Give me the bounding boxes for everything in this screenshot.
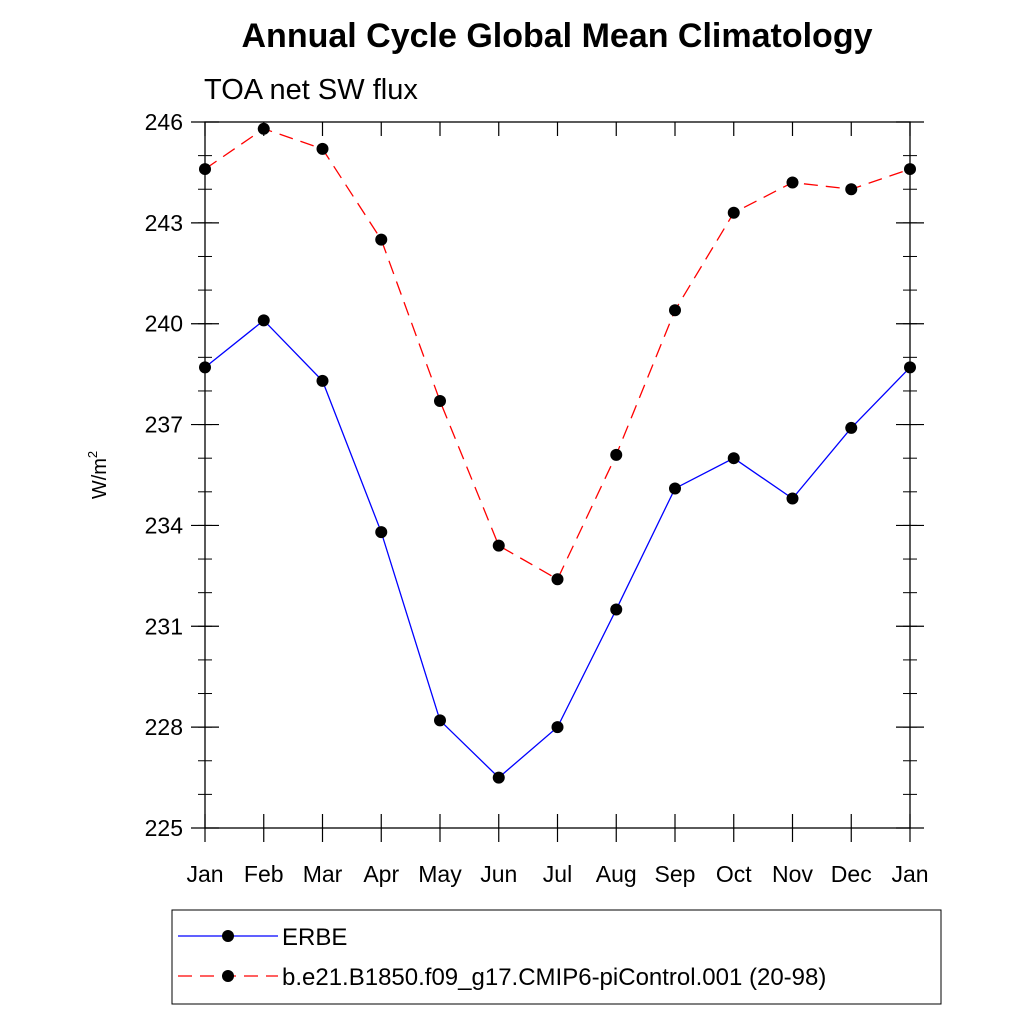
y-tick-label: 237: [145, 412, 183, 438]
series-0-point: [786, 492, 799, 505]
series-1-point: [257, 122, 270, 135]
x-tick-label: Mar: [303, 861, 343, 887]
x-tick-label: Oct: [716, 861, 752, 887]
series-0-point: [551, 721, 564, 734]
x-tick-label: Aug: [596, 861, 637, 887]
series-0-point: [257, 314, 270, 327]
series-0-point: [727, 452, 740, 465]
y-tick-label: 246: [145, 109, 183, 135]
legend: ERBE b.e21.B1850.f09_g17.CMIP6-piControl.…: [178, 924, 826, 991]
series-line-0: [204, 319, 911, 779]
legend-label-1: b.e21.B1850.f09_g17.CMIP6-piControl.001 …: [282, 964, 826, 991]
series-0-point: [669, 482, 681, 495]
series-0-point: [610, 603, 623, 616]
svg-text:W/m2: W/m2: [85, 451, 111, 499]
series-1-point: [492, 539, 505, 552]
series-0-point: [316, 374, 329, 387]
series-1-point: [727, 206, 740, 219]
chart-title: Annual Cycle Global Mean Climatology: [242, 17, 873, 55]
legend-box: [171, 909, 942, 1005]
series-layer: [199, 122, 916, 784]
series-1-point: [904, 163, 916, 176]
x-tick-label: Feb: [244, 861, 284, 887]
y-tick-label: 243: [145, 210, 183, 236]
y-axis-title-base: W/m: [89, 458, 111, 499]
x-tick-label: Jan: [891, 861, 928, 887]
series-1-point: [786, 176, 799, 189]
series-0-point: [492, 771, 505, 784]
series-line-1: [204, 128, 911, 581]
legend-label-0: ERBE: [282, 924, 347, 951]
series-0-point: [845, 421, 858, 434]
axis-ticks: [191, 121, 924, 842]
y-tick-label: 234: [145, 512, 184, 538]
series-0-point: [434, 714, 446, 727]
y-axis-title: W/m2: [85, 451, 111, 499]
series-1-point: [199, 163, 211, 176]
legend-marker-0: [222, 930, 234, 942]
y-axis-title-sup: 2: [85, 451, 100, 458]
x-tick-label: Apr: [363, 861, 399, 887]
series-0-point: [375, 526, 388, 539]
x-tick-label: Dec: [831, 861, 872, 887]
x-tick-label: Jan: [186, 861, 223, 887]
tick-labels: Jan Feb Mar Apr May Jun Jul Aug Sep Oct Nov Dec Jan2…: [145, 109, 929, 887]
series-1-point: [551, 573, 564, 586]
y-tick-label: 240: [145, 311, 183, 337]
series-1-point: [845, 183, 858, 196]
y-tick-label: 225: [145, 815, 183, 841]
series-1-point: [669, 304, 681, 317]
chart-subtitle: TOA net SW flux: [204, 74, 418, 106]
x-tick-label: Jul: [543, 861, 572, 887]
series-1-point: [610, 448, 623, 461]
legend-marker-1: [222, 970, 234, 982]
series-1-point: [375, 233, 388, 246]
x-tick-label: Jun: [480, 861, 517, 887]
series-1-point: [434, 395, 446, 408]
x-tick-label: Sep: [655, 861, 696, 887]
series-1-point: [316, 142, 329, 155]
x-tick-label: May: [418, 861, 462, 887]
y-tick-label: 231: [145, 613, 183, 639]
y-tick-label: 228: [145, 714, 183, 740]
series-0-point: [904, 361, 916, 374]
x-tick-label: Nov: [772, 861, 813, 887]
series-0-point: [199, 361, 211, 374]
